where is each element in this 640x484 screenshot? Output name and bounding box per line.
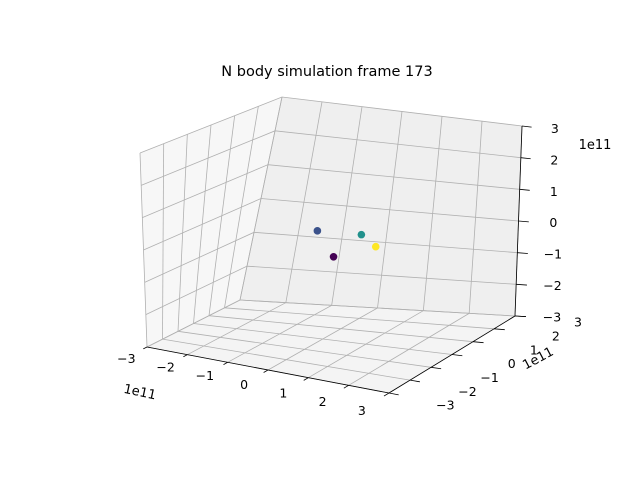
scatter-point [357, 230, 366, 239]
z-tick [517, 252, 528, 254]
x-tick [143, 346, 148, 350]
x-tick-label: −3 [117, 351, 135, 366]
z-tick [516, 283, 527, 286]
y-tick-label: 1 [530, 342, 538, 357]
z-tick [519, 188, 530, 191]
z-offset-text: 1e11 [579, 138, 612, 153]
y-tick [409, 379, 420, 383]
axis-lines [143, 125, 532, 397]
grid-line-z [139, 96, 523, 154]
y-tick-label: −2 [458, 384, 476, 399]
y-tick-label: −3 [436, 398, 454, 413]
scatter-point [329, 253, 338, 261]
x-tick-label: −1 [196, 368, 214, 383]
z-tick-label: 2 [550, 152, 558, 167]
z-tick-label: 0 [549, 215, 557, 230]
x-tick-label: 3 [358, 403, 366, 418]
x-tick [263, 369, 269, 373]
y-tick-label: −1 [480, 370, 498, 385]
x-tick [183, 354, 188, 358]
y-tick [430, 366, 442, 370]
y-tick [388, 392, 399, 396]
pane-y [240, 97, 522, 316]
z-tick [514, 315, 527, 318]
z-tick-label: −2 [543, 278, 561, 293]
z-tick-label: −3 [543, 309, 561, 324]
grid-line-y-floor [224, 307, 495, 330]
x-tick [223, 361, 228, 365]
axis-panes [140, 97, 522, 393]
y-offset-text: 1e11 [520, 345, 556, 374]
chart-title: N body simulation frame 173 [221, 64, 433, 80]
y-tick [493, 328, 505, 331]
z-tick [521, 125, 532, 128]
x-tick [343, 384, 349, 389]
x-tick-label: −2 [156, 360, 174, 375]
x-tick-label: 1 [279, 386, 287, 401]
y-tick-label: 2 [552, 329, 560, 344]
data-points [313, 227, 380, 261]
y-tick [451, 354, 463, 357]
x-tick-label: 2 [319, 394, 327, 409]
z-tick-label: 3 [551, 121, 559, 136]
x-tick [383, 392, 390, 397]
x-offset-text: 1e11 [122, 382, 157, 403]
x-tick-label: 0 [240, 377, 248, 392]
grid-line-y-wall [239, 96, 283, 301]
y-tick [472, 341, 484, 344]
grid-line-y-floor [239, 299, 516, 317]
y-tick-label: 0 [508, 356, 516, 371]
z-tick-label: 1 [550, 184, 558, 199]
scatter-point [371, 242, 380, 251]
z-tick [518, 220, 529, 223]
scatter-point [313, 227, 322, 235]
z-tick [520, 157, 531, 160]
y-tick-label: 3 [574, 315, 582, 330]
z-tick-label: −1 [544, 247, 562, 262]
x-tick [303, 377, 309, 381]
pane-x [140, 97, 282, 347]
